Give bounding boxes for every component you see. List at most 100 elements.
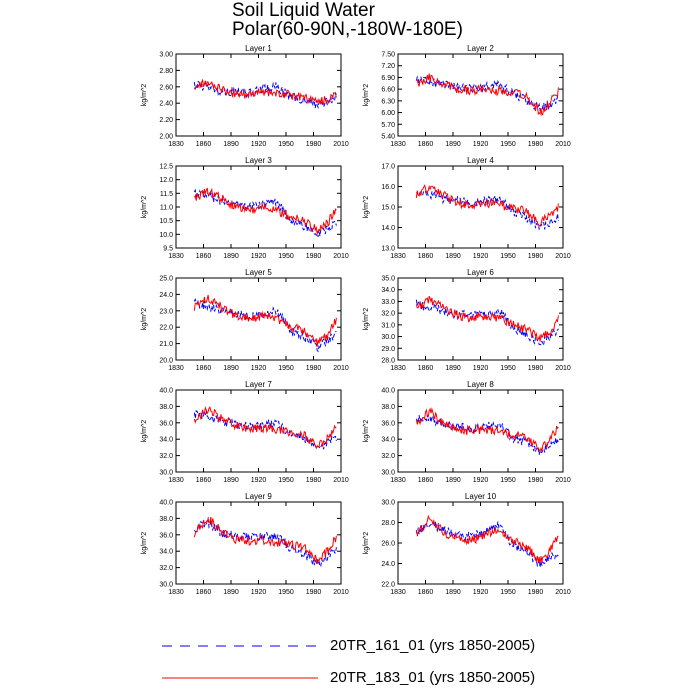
x-tick-label: 2010 <box>333 253 349 260</box>
x-tick-label: 1830 <box>390 589 406 596</box>
y-tick-label: 17.0 <box>381 164 395 171</box>
y-tick-label: 40.0 <box>159 388 173 395</box>
y-tick-label: 34.0 <box>381 287 395 294</box>
plot-frame <box>175 389 342 473</box>
y-tick-label: 7.20 <box>381 63 395 70</box>
x-tick-label: 1980 <box>528 253 544 260</box>
y-tick-label: 24.0 <box>159 292 173 299</box>
y-tick-label: 9.5 <box>163 246 173 253</box>
x-tick-label: 2010 <box>555 365 571 372</box>
x-tick-label: 1980 <box>306 365 322 372</box>
plot-frame <box>175 53 342 137</box>
y-tick-label: 28.0 <box>381 520 395 527</box>
chart-panel-layer-4: Layer 4 kg/m^2 1830 1860 1890 1920 1950 1980 201… <box>363 156 571 260</box>
y-tick-label: 26.0 <box>381 541 395 548</box>
series-line-20TR_183_01 <box>415 184 559 227</box>
y-tick-label: 2.20 <box>159 117 173 124</box>
x-tick-label: 1920 <box>473 365 489 372</box>
y-axis-label: kg/m^2 <box>363 308 370 330</box>
x-tick-label: 1950 <box>500 589 516 596</box>
y-tick-label: 3.00 <box>159 52 173 59</box>
series-line-20TR_161_01 <box>415 521 559 568</box>
x-tick-label: 2010 <box>555 253 571 260</box>
x-tick-label: 2010 <box>333 477 349 484</box>
panel-title: Layer 1 <box>245 44 272 53</box>
chart-panel-layer-8: Layer 8 kg/m^2 1830 1860 1890 1920 1950 1980 201… <box>363 380 571 484</box>
y-tick-label: 16.0 <box>381 184 395 191</box>
y-tick-label: 20.0 <box>159 358 173 365</box>
x-tick-label: 1860 <box>196 477 212 484</box>
plot-frame <box>397 501 564 585</box>
x-tick-label: 2010 <box>333 589 349 596</box>
x-tick-label: 1860 <box>418 589 434 596</box>
x-tick-label: 2010 <box>333 141 349 148</box>
x-tick-label: 1830 <box>168 141 184 148</box>
x-tick-label: 1890 <box>223 477 239 484</box>
x-tick-label: 1920 <box>251 477 267 484</box>
series-line-20TR_183_01 <box>193 78 337 106</box>
x-tick-label: 2010 <box>555 589 571 596</box>
legend-sample-series2 <box>162 677 318 679</box>
figure-title: Soil Liquid Water <box>232 0 375 21</box>
plot-frame <box>397 165 564 249</box>
series-line-20TR_161_01 <box>416 189 559 230</box>
y-tick-label: 32.0 <box>381 453 395 460</box>
y-tick-label: 38.0 <box>159 404 173 411</box>
y-tick-label: 2.00 <box>159 134 173 141</box>
x-tick-label: 1860 <box>418 365 434 372</box>
y-axis-label: kg/m^2 <box>141 308 148 330</box>
plot-frame <box>175 501 342 585</box>
y-tick-label: 2.40 <box>159 101 173 108</box>
y-tick-label: 38.0 <box>159 516 173 523</box>
x-tick-label: 1980 <box>306 477 322 484</box>
y-tick-label: 22.0 <box>159 325 173 332</box>
x-tick-label: 1920 <box>251 141 267 148</box>
y-tick-label: 10.0 <box>159 232 173 239</box>
legend-label-series1: 20TR_161_01 (yrs 1850-2005) <box>330 637 536 654</box>
chart-panel-layer-9: Layer 9 kg/m^2 1830 1860 1890 1920 1950 1980 201… <box>141 492 349 596</box>
y-tick-label: 32.0 <box>159 565 173 572</box>
panel-title: Layer 2 <box>467 44 494 53</box>
y-axis-label: kg/m^2 <box>141 420 148 442</box>
panel-title: Layer 3 <box>245 156 272 165</box>
chart-panel-layer-7: Layer 7 kg/m^2 1830 1860 1890 1920 1950 1980 201… <box>141 380 349 484</box>
y-tick-label: 29.0 <box>381 346 395 353</box>
x-tick-label: 1830 <box>390 365 406 372</box>
chart-panel-layer-2: Layer 2 kg/m^2 1830 1860 1890 1920 1950 1980 201… <box>363 44 571 148</box>
y-tick-label: 30.0 <box>159 582 173 589</box>
x-tick-label: 1890 <box>223 253 239 260</box>
y-tick-label: 33.0 <box>381 299 395 306</box>
y-tick-label: 6.30 <box>381 98 395 105</box>
x-tick-label: 1830 <box>168 589 184 596</box>
y-tick-label: 22.0 <box>381 582 395 589</box>
y-tick-label: 35.0 <box>381 276 395 283</box>
series-line-20TR_183_01 <box>415 514 559 565</box>
y-tick-label: 21.0 <box>159 341 173 348</box>
series-line-20TR_161_01 <box>193 410 337 450</box>
x-tick-label: 1980 <box>528 477 544 484</box>
y-tick-label: 5.40 <box>381 134 395 141</box>
x-tick-label: 1980 <box>306 141 322 148</box>
x-tick-label: 1830 <box>168 253 184 260</box>
y-tick-label: 12.5 <box>159 164 173 171</box>
y-tick-label: 34.0 <box>381 437 395 444</box>
x-tick-label: 1890 <box>445 589 461 596</box>
x-tick-label: 1980 <box>528 589 544 596</box>
y-tick-label: 38.0 <box>381 404 395 411</box>
series-line-20TR_183_01 <box>415 295 559 342</box>
legend-sample-series1 <box>162 645 318 647</box>
x-tick-label: 1860 <box>196 253 212 260</box>
x-tick-label: 1950 <box>278 589 294 596</box>
x-tick-label: 1830 <box>168 477 184 484</box>
chart-panel-layer-6: Layer 6 kg/m^2 1830 1860 1890 1920 1950 1980 201… <box>363 268 571 372</box>
x-tick-label: 1860 <box>196 589 212 596</box>
y-tick-label: 34.0 <box>159 437 173 444</box>
y-tick-label: 14.0 <box>381 225 395 232</box>
x-tick-label: 1920 <box>473 141 489 148</box>
panel-title: Layer 8 <box>467 380 494 389</box>
figure-subtitle: Polar(60-90N,-180W-180E) <box>232 19 463 40</box>
x-tick-label: 1890 <box>223 365 239 372</box>
x-tick-label: 1860 <box>418 141 434 148</box>
y-tick-label: 25.0 <box>159 276 173 283</box>
